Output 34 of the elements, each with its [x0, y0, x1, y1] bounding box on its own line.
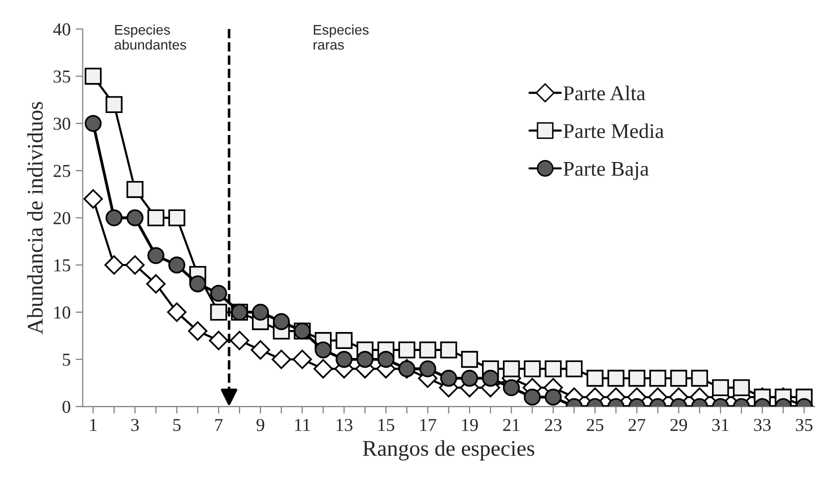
x-tick-label: 3 [131, 418, 139, 432]
x-tick-label: 31 [712, 418, 728, 432]
y-tick-label: 10 [54, 306, 70, 319]
x-tick-label: 15 [378, 418, 394, 432]
y-axis-title: Abundancia de individuos [27, 102, 43, 334]
x-tick-label: 35 [796, 418, 812, 432]
y-tick-label: 15 [54, 259, 70, 272]
x-axis-title: Rangos de especies [362, 440, 534, 461]
legend-label: Parte Alta [563, 86, 646, 100]
y-tick-label: 20 [54, 212, 70, 224]
x-tick-label: 5 [173, 419, 181, 432]
x-tick-label: 25 [586, 418, 604, 432]
y-tick-label: 40 [53, 23, 70, 36]
x-tick-label: 11 [295, 418, 310, 431]
x-tick-label: 29 [670, 418, 687, 432]
y-tick-label: 5 [62, 354, 70, 366]
y-tick-label: 35 [54, 70, 70, 83]
x-tick-label: 21 [503, 418, 520, 431]
annotation: Especies raras [314, 24, 369, 50]
legend-label: Parte Baja [563, 162, 649, 180]
x-tick-label: 7 [215, 419, 223, 431]
legend-label: Parte Media [563, 123, 664, 138]
x-tick-label: 27 [628, 418, 646, 431]
x-tick-label: 19 [462, 418, 478, 432]
x-tick-label: 23 [544, 418, 562, 432]
y-tick-label: 30 [54, 118, 70, 130]
x-tick-label: 9 [256, 418, 264, 432]
x-tick-label: 17 [420, 418, 436, 431]
x-tick-label: 13 [336, 418, 352, 432]
x-tick-label: 33 [754, 418, 771, 432]
y-tick-label: 25 [54, 164, 70, 178]
annotation: Especies abundantes [114, 24, 186, 50]
x-tick-label: 1 [90, 418, 97, 431]
y-tick-label: 0 [62, 400, 70, 413]
